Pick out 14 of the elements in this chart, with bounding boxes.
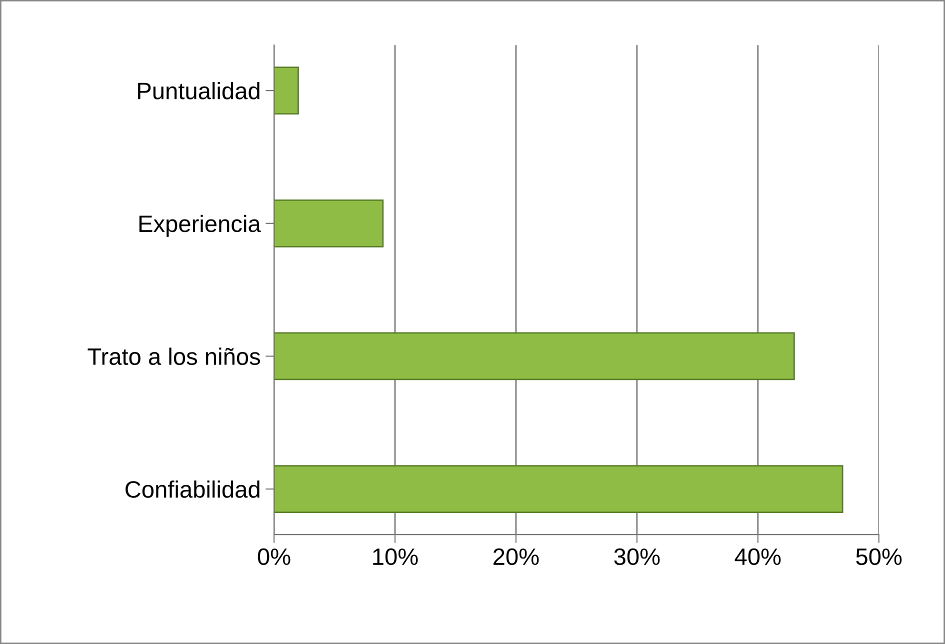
bar — [274, 465, 844, 513]
x-tick-label: 50% — [856, 548, 902, 566]
x-tick-label: 30% — [614, 548, 660, 566]
y-tick-label: Puntualidad — [138, 82, 260, 100]
bar — [274, 199, 384, 248]
y-tick-label: Trato a los niños — [88, 348, 260, 365]
bar — [274, 66, 299, 115]
bar — [274, 332, 795, 380]
y-tick-label: Confiabilidad — [126, 480, 260, 498]
y-tick-label: Experiencia — [139, 214, 261, 237]
x-tick-label: 20% — [494, 548, 539, 566]
x-tick-label: 10% — [373, 548, 418, 566]
x-tick-label: 40% — [734, 548, 781, 566]
x-tick-label: 0% — [258, 548, 290, 566]
